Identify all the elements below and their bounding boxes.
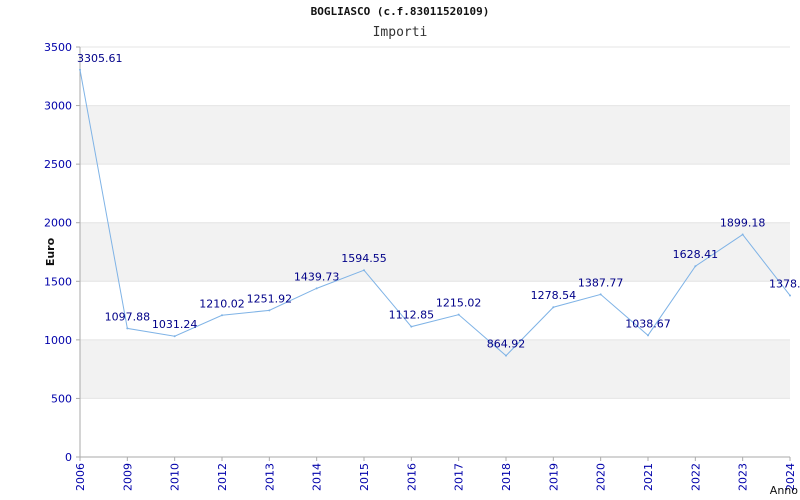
grid-band xyxy=(80,105,790,165)
value-label: 1038.67 xyxy=(625,317,671,330)
value-label: 1439.73 xyxy=(294,270,340,283)
data-point xyxy=(410,325,413,328)
x-tick-label: 2017 xyxy=(453,463,466,491)
chart-title: BOGLIASCO (c.f.83011520109) xyxy=(310,5,490,18)
value-label: 1378.9 xyxy=(769,277,800,290)
value-label: 1278.54 xyxy=(531,289,577,302)
data-point xyxy=(173,335,176,338)
value-label: 1112.85 xyxy=(389,309,435,322)
y-tick-label: 1000 xyxy=(44,334,72,347)
x-tick-label: 2022 xyxy=(689,463,702,491)
y-tick-label: 3000 xyxy=(44,100,72,113)
data-point xyxy=(789,294,791,297)
grid-band xyxy=(80,339,790,399)
value-label: 1628.41 xyxy=(673,248,719,261)
data-point xyxy=(315,287,318,290)
value-label: 3305.61 xyxy=(77,52,123,65)
data-point xyxy=(599,293,602,296)
value-label: 1097.88 xyxy=(105,310,151,323)
grid-lines xyxy=(80,46,790,399)
data-point xyxy=(79,68,81,71)
value-label: 1594.55 xyxy=(341,252,387,265)
x-tick-label: 2012 xyxy=(216,463,229,491)
value-label: 864.92 xyxy=(487,338,526,351)
x-tick-label: 2020 xyxy=(595,463,608,491)
x-tick-label: 2023 xyxy=(737,463,750,491)
x-tick-label: 2010 xyxy=(169,463,182,491)
data-point xyxy=(552,306,555,309)
chart-subtitle: Importi xyxy=(372,25,428,40)
y-tick-label: 2500 xyxy=(44,158,72,171)
data-point xyxy=(363,269,365,272)
grid-bands xyxy=(80,105,790,399)
data-point xyxy=(694,265,697,268)
data-point xyxy=(647,334,649,337)
x-tick-label: 2014 xyxy=(311,463,324,491)
x-tick-label: 2024 xyxy=(784,463,797,491)
y-tick-label: 3500 xyxy=(44,41,72,54)
grid-band xyxy=(80,222,790,282)
value-label: 1899.18 xyxy=(720,217,766,230)
data-point xyxy=(457,313,460,316)
x-tick-label: 2019 xyxy=(547,463,560,491)
value-label: 1210.02 xyxy=(199,297,245,310)
y-axis-ticks: 0 500 1000 1500 2000 2500 3000 3500 xyxy=(44,41,80,464)
x-tick-label: 2006 xyxy=(74,463,87,491)
series-polyline xyxy=(79,69,791,357)
y-axis-label: Euro xyxy=(44,237,57,266)
data-point xyxy=(221,314,223,317)
value-label: 1251.92 xyxy=(247,292,293,305)
x-tick-label: 2015 xyxy=(358,463,371,491)
x-tick-label: 2021 xyxy=(642,463,655,491)
x-axis-label: Anno xyxy=(770,484,798,497)
x-tick-label: 2018 xyxy=(500,463,513,491)
x-axis-ticks: 2006 2009 2010 2012 2013 2014 2015 2016 2017 2018… xyxy=(74,457,797,491)
x-tick-label: 2009 xyxy=(121,463,134,491)
x-tick-label: 2013 xyxy=(263,463,276,491)
y-tick-label: 2000 xyxy=(44,217,72,230)
data-point xyxy=(126,327,129,330)
y-tick-label: 500 xyxy=(51,392,72,405)
data-point xyxy=(505,354,507,357)
value-label: 1031.24 xyxy=(152,318,198,331)
y-tick-label: 1500 xyxy=(44,275,72,288)
value-label: 1215.02 xyxy=(436,297,482,310)
value-label: 1387.77 xyxy=(578,276,624,289)
x-tick-label: 2016 xyxy=(405,463,418,491)
data-point xyxy=(741,233,744,236)
series-line xyxy=(79,68,791,357)
data-point xyxy=(268,309,271,312)
y-tick-label: 0 xyxy=(65,451,72,464)
